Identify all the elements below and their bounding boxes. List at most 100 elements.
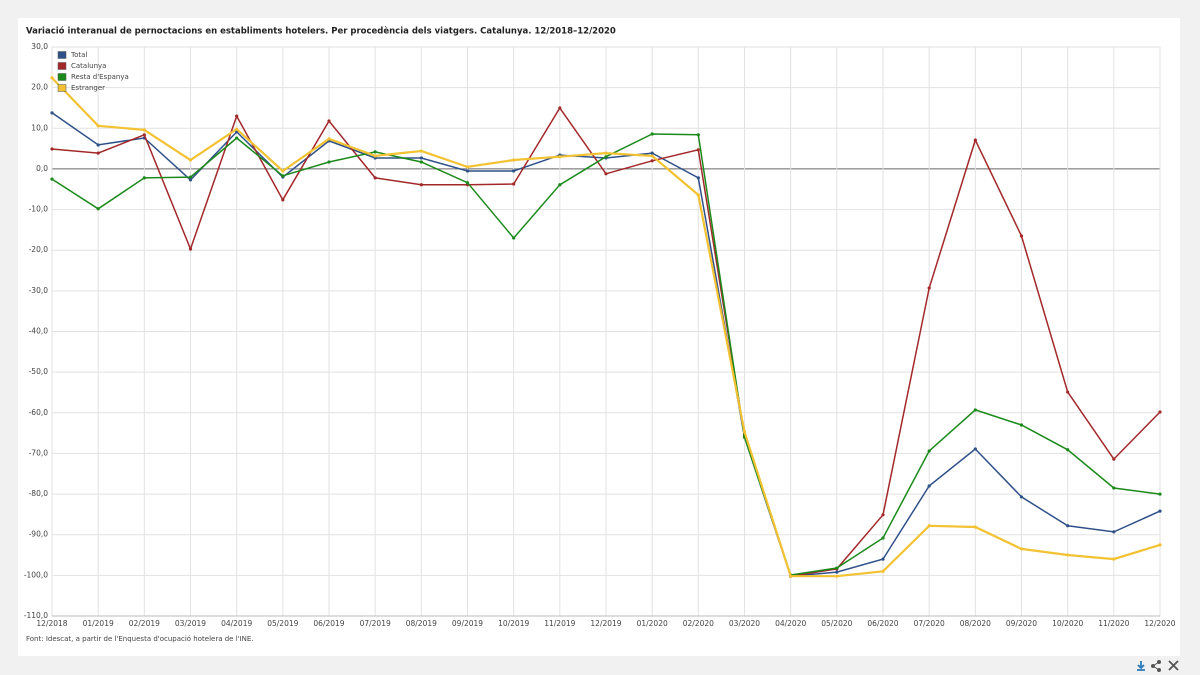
x-tick-label: 10/2020 <box>1052 619 1083 628</box>
point <box>327 160 331 164</box>
point <box>281 169 285 173</box>
x-tick-label: 11/2019 <box>544 619 575 628</box>
point <box>419 149 423 153</box>
point <box>235 114 239 118</box>
y-tick-label: 10,0 <box>31 123 48 132</box>
download-icon[interactable] <box>1137 661 1145 671</box>
point <box>742 430 747 434</box>
point <box>650 132 654 136</box>
x-tick-label: 02/2019 <box>129 619 160 628</box>
y-tick-label: -100,0 <box>24 570 48 579</box>
point <box>881 557 885 561</box>
point <box>973 138 977 142</box>
y-tick-label: 20,0 <box>31 83 48 92</box>
point <box>1158 410 1162 414</box>
point <box>558 155 562 159</box>
point <box>235 127 239 131</box>
point <box>1158 492 1162 496</box>
point <box>512 182 516 186</box>
legend-swatch <box>57 62 67 70</box>
point <box>1112 486 1116 490</box>
point <box>1019 547 1024 551</box>
legend-label: Catalunya <box>71 62 106 70</box>
point <box>281 198 285 202</box>
point <box>927 449 931 453</box>
point <box>235 136 239 140</box>
point <box>973 525 977 529</box>
point <box>1112 557 1116 561</box>
point <box>512 236 516 240</box>
point <box>835 570 839 574</box>
point <box>50 111 54 115</box>
point <box>465 165 470 169</box>
point <box>1019 495 1024 499</box>
legend-swatch <box>57 51 67 59</box>
point <box>881 569 885 573</box>
x-tick-label: 12/2019 <box>590 619 621 628</box>
point <box>1112 530 1116 534</box>
point <box>327 119 331 123</box>
point <box>1158 509 1162 513</box>
y-tick-label: -40,0 <box>29 327 49 336</box>
x-tick-label: 04/2019 <box>221 619 252 628</box>
point <box>696 193 700 197</box>
point <box>188 247 193 251</box>
point <box>973 408 977 412</box>
point <box>696 176 700 180</box>
point <box>604 151 608 155</box>
point <box>650 154 654 158</box>
share-icon[interactable] <box>1151 660 1161 672</box>
point <box>604 155 608 159</box>
x-tick-label: 06/2019 <box>313 619 344 628</box>
source-note: Font: Idescat, a partir de l'Enquesta d'… <box>26 635 254 643</box>
y-tick-label: 30,0 <box>31 42 48 51</box>
x-tick-label: 02/2020 <box>683 619 714 628</box>
point <box>604 172 608 176</box>
point <box>373 150 377 154</box>
chart-title: Variació interanual de pernoctacions en … <box>26 26 616 37</box>
point <box>881 513 885 517</box>
legend-label: Resta d'Espanya <box>71 73 129 81</box>
point <box>465 169 470 173</box>
y-tick-label: -110,0 <box>24 611 48 620</box>
y-tick-label: 0,0 <box>36 164 48 173</box>
point <box>835 566 839 570</box>
x-tick-label: 04/2020 <box>775 619 806 628</box>
point <box>512 169 516 173</box>
point <box>1066 524 1070 528</box>
point <box>142 176 146 180</box>
point <box>558 106 562 110</box>
close-icon[interactable] <box>1168 660 1179 671</box>
point <box>789 574 793 578</box>
y-tick-label: -80,0 <box>29 489 49 498</box>
point <box>188 158 193 162</box>
x-tick-label: 03/2020 <box>729 619 760 628</box>
x-tick-label: 01/2019 <box>83 619 114 628</box>
x-tick-label: 10/2019 <box>498 619 529 628</box>
point <box>650 159 654 163</box>
point <box>281 174 285 178</box>
point <box>419 183 423 187</box>
legend-label: Estranger <box>71 84 105 92</box>
point <box>512 158 516 162</box>
x-tick-label: 05/2020 <box>821 619 852 628</box>
point <box>96 124 100 128</box>
legend-swatch <box>57 73 67 81</box>
point <box>1019 423 1024 427</box>
x-tick-label: 12/2018 <box>36 619 67 628</box>
y-tick-label: -30,0 <box>29 286 49 295</box>
x-tick-label: 09/2020 <box>1006 619 1037 628</box>
point <box>50 76 54 80</box>
legend-swatch <box>57 84 67 92</box>
point <box>465 181 470 185</box>
point <box>373 154 377 158</box>
x-tick-label: 06/2020 <box>867 619 898 628</box>
point <box>188 175 193 179</box>
point <box>96 143 100 147</box>
x-tick-label: 11/2020 <box>1098 619 1129 628</box>
x-tick-label: 08/2020 <box>960 619 991 628</box>
x-tick-label: 09/2019 <box>452 619 483 628</box>
x-tick-label: 12/2020 <box>1144 619 1175 628</box>
x-tick-label: 05/2019 <box>267 619 298 628</box>
